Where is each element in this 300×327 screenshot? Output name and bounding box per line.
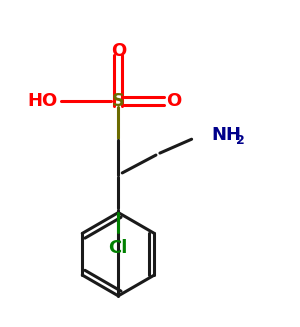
Text: 2: 2 [236, 134, 245, 147]
Text: Cl: Cl [109, 239, 128, 257]
Text: S: S [112, 92, 125, 110]
Text: O: O [166, 92, 182, 110]
Text: NH: NH [212, 126, 242, 144]
Text: HO: HO [28, 92, 58, 110]
Text: O: O [111, 42, 126, 60]
